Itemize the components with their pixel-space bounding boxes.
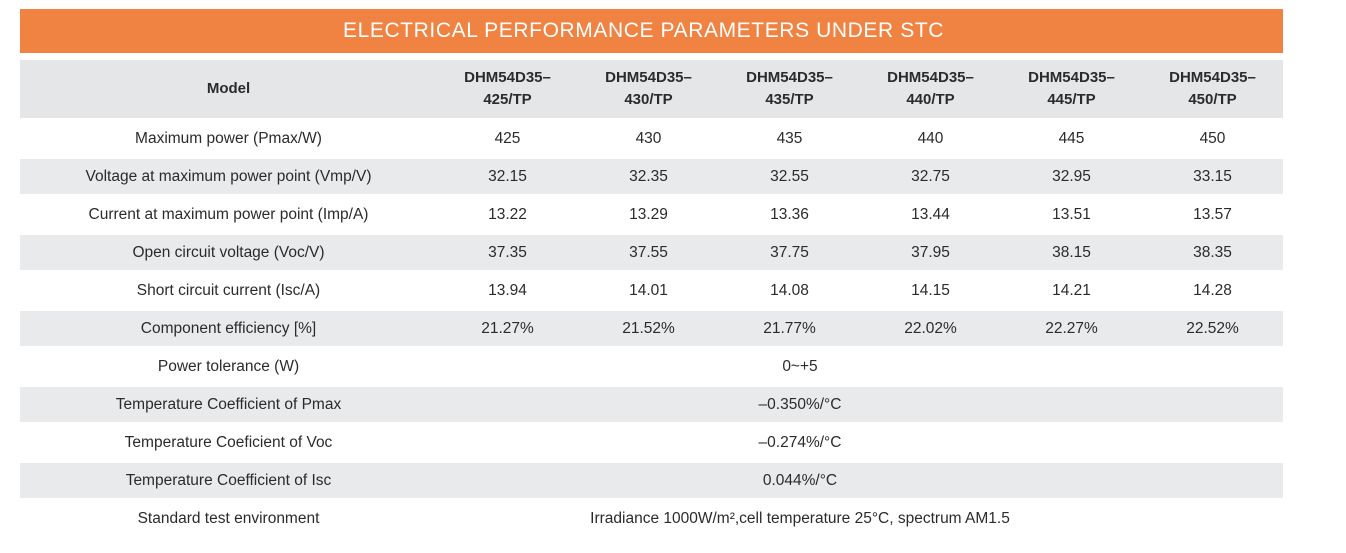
value-cell: 32.75: [860, 159, 1001, 194]
table-row-temp-coeff-voc: Temperature Coeficient of Voc –0.274%/°C: [20, 425, 1283, 460]
model-name-line2: 445/TP: [1047, 91, 1096, 108]
value-cell: 13.29: [578, 197, 719, 232]
model-column-header: DHM54D35– 425/TP: [437, 60, 578, 118]
span-value-cell: –0.274%/°C: [437, 425, 1283, 460]
span-value-cell: Irradiance 1000W/m²,cell temperature 25°…: [437, 501, 1283, 536]
model-name-line1: DHM54D35–: [746, 68, 833, 86]
model-column-header: DHM54D35– 440/TP: [860, 60, 1001, 118]
model-name-line1: DHM54D35–: [605, 68, 692, 86]
value-cell: 22.27%: [1001, 311, 1142, 346]
value-cell: 32.95: [1001, 159, 1142, 194]
span-value-cell: –0.350%/°C: [437, 387, 1283, 422]
value-cell: 21.77%: [719, 311, 860, 346]
value-cell: 22.02%: [860, 311, 1001, 346]
value-cell: 13.57: [1142, 197, 1283, 232]
model-name-line2: 435/TP: [765, 91, 814, 108]
row-label: Temperature Coeficient of Voc: [20, 425, 437, 460]
row-label: Voltage at maximum power point (Vmp/V): [20, 159, 437, 194]
value-cell: 430: [578, 121, 719, 156]
model-name-line2: 425/TP: [483, 91, 532, 108]
value-cell: 21.52%: [578, 311, 719, 346]
value-cell: 37.75: [719, 235, 860, 270]
row-label: Power tolerance (W): [20, 349, 437, 384]
value-cell: 38.15: [1001, 235, 1142, 270]
value-cell: 450: [1142, 121, 1283, 156]
table-row-standard-test-environment: Standard test environment Irradiance 100…: [20, 501, 1283, 536]
table-row-temp-coeff-pmax: Temperature Coefficient of Pmax –0.350%/…: [20, 387, 1283, 422]
table-row-imp: Current at maximum power point (Imp/A) 1…: [20, 197, 1283, 232]
row-label: Temperature Coefficient of Isc: [20, 463, 437, 498]
table-row-vmp: Voltage at maximum power point (Vmp/V) 3…: [20, 159, 1283, 194]
model-column-header: DHM54D35– 445/TP: [1001, 60, 1142, 118]
value-cell: 440: [860, 121, 1001, 156]
title-bar: ELECTRICAL PERFORMANCE PARAMETERS UNDER …: [20, 9, 1283, 53]
model-column-header: DHM54D35– 450/TP: [1142, 60, 1283, 118]
value-cell: 14.21: [1001, 273, 1142, 308]
model-name-line2: 430/TP: [624, 91, 673, 108]
value-cell: 13.22: [437, 197, 578, 232]
value-cell: 425: [437, 121, 578, 156]
table-row-efficiency: Component efficiency [%] 21.27% 21.52% 2…: [20, 311, 1283, 346]
electrical-parameters-table: Model DHM54D35– 425/TP DHM54D35– 430/TP …: [20, 57, 1283, 539]
model-name-line1: DHM54D35–: [887, 68, 974, 86]
model-column-header: DHM54D35– 435/TP: [719, 60, 860, 118]
spec-sheet: ELECTRICAL PERFORMANCE PARAMETERS UNDER …: [20, 9, 1283, 539]
span-value-cell: 0~+5: [437, 349, 1283, 384]
value-cell: 14.28: [1142, 273, 1283, 308]
model-column-header: DHM54D35– 430/TP: [578, 60, 719, 118]
table-row-max-power: Maximum power (Pmax/W) 425 430 435 440 4…: [20, 121, 1283, 156]
page-title: ELECTRICAL PERFORMANCE PARAMETERS UNDER …: [342, 19, 945, 42]
row-label: Open circuit voltage (Voc/V): [20, 235, 437, 270]
value-cell: 21.27%: [437, 311, 578, 346]
model-name-line2: 440/TP: [906, 91, 955, 108]
table-row-power-tolerance: Power tolerance (W) 0~+5: [20, 349, 1283, 384]
span-value-cell: 0.044%/°C: [437, 463, 1283, 498]
value-cell: 14.01: [578, 273, 719, 308]
row-label: Standard test environment: [20, 501, 437, 536]
value-cell: 37.95: [860, 235, 1001, 270]
table-row-temp-coeff-isc: Temperature Coefficient of Isc 0.044%/°C: [20, 463, 1283, 498]
value-cell: 13.94: [437, 273, 578, 308]
model-header-label: Model: [20, 60, 437, 118]
value-cell: 32.15: [437, 159, 578, 194]
value-cell: 37.35: [437, 235, 578, 270]
row-label: Maximum power (Pmax/W): [20, 121, 437, 156]
row-label: Short circuit current (Isc/A): [20, 273, 437, 308]
model-header-row: Model DHM54D35– 425/TP DHM54D35– 430/TP …: [20, 60, 1283, 118]
model-name-line1: DHM54D35–: [464, 68, 551, 86]
value-cell: 13.44: [860, 197, 1001, 232]
table-row-voc: Open circuit voltage (Voc/V) 37.35 37.55…: [20, 235, 1283, 270]
table-row-isc: Short circuit current (Isc/A) 13.94 14.0…: [20, 273, 1283, 308]
value-cell: 445: [1001, 121, 1142, 156]
row-label: Temperature Coefficient of Pmax: [20, 387, 437, 422]
value-cell: 13.36: [719, 197, 860, 232]
value-cell: 14.08: [719, 273, 860, 308]
row-label: Component efficiency [%]: [20, 311, 437, 346]
value-cell: 22.52%: [1142, 311, 1283, 346]
value-cell: 37.55: [578, 235, 719, 270]
value-cell: 13.51: [1001, 197, 1142, 232]
row-label: Current at maximum power point (Imp/A): [20, 197, 437, 232]
model-name-line1: DHM54D35–: [1028, 68, 1115, 86]
value-cell: 435: [719, 121, 860, 156]
value-cell: 38.35: [1142, 235, 1283, 270]
value-cell: 33.15: [1142, 159, 1283, 194]
value-cell: 32.35: [578, 159, 719, 194]
model-name-line2: 450/TP: [1188, 91, 1237, 108]
model-name-line1: DHM54D35–: [1169, 68, 1256, 86]
value-cell: 32.55: [719, 159, 860, 194]
value-cell: 14.15: [860, 273, 1001, 308]
